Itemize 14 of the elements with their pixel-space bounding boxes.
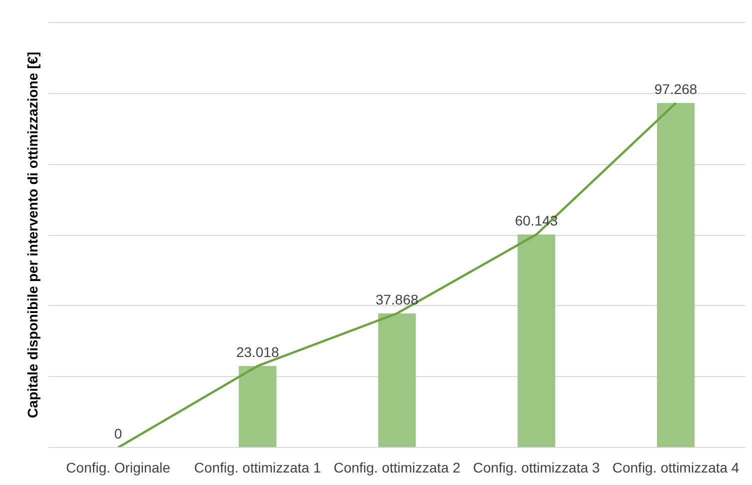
data-label: 37.868 bbox=[376, 291, 419, 308]
data-label: 23.018 bbox=[236, 344, 280, 360]
x-tick-label: Config. Originale bbox=[66, 460, 171, 476]
y-axis-title: Capitale disponibile per intervento di ottimizzazione [€] bbox=[24, 52, 40, 418]
data-label: 97.268 bbox=[654, 81, 698, 98]
x-tick-label: Config. ottimizzata 3 bbox=[472, 460, 600, 476]
bar bbox=[656, 103, 695, 448]
data-label: 0 bbox=[114, 426, 122, 442]
x-tick-label: Config. ottimizzata 2 bbox=[334, 460, 461, 476]
x-tick-label: Config. ottimizzata 1 bbox=[194, 460, 322, 476]
bar bbox=[518, 234, 556, 448]
bar bbox=[238, 366, 276, 448]
bar bbox=[378, 313, 416, 448]
x-tick-label: Config. ottimizzata 4 bbox=[612, 460, 740, 476]
